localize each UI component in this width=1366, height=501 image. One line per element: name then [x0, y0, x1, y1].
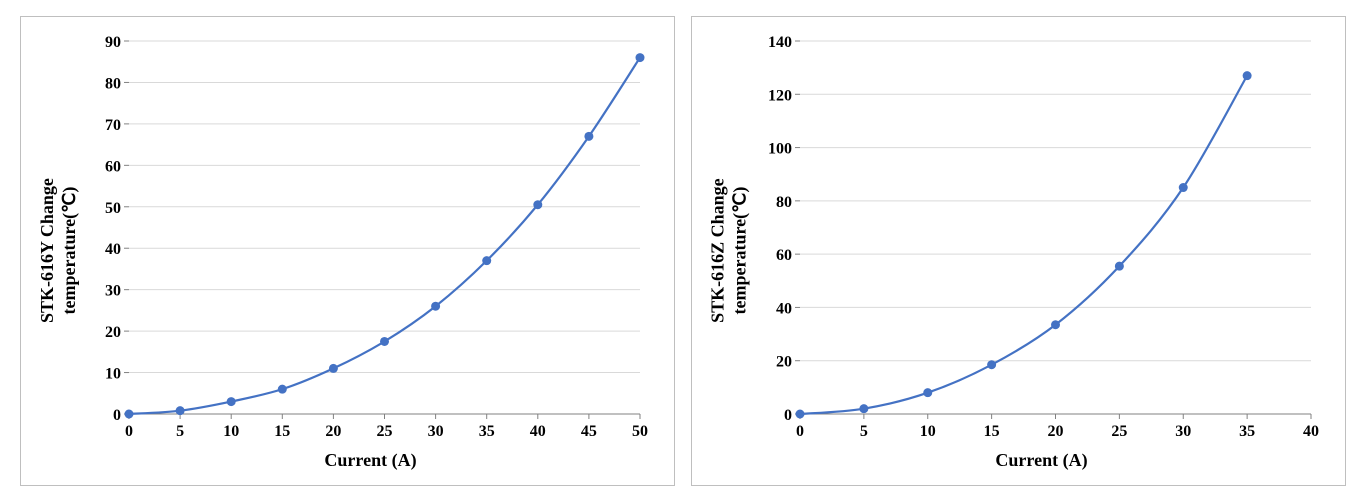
- y-tick-label: 100: [768, 140, 792, 157]
- ylabel-line1b: STK-616Z Change: [707, 178, 727, 323]
- x-tick-label: 20: [325, 423, 341, 440]
- x-tick-label: 20: [1048, 423, 1064, 440]
- x-tick-label: 0: [796, 423, 804, 440]
- series-marker: [987, 360, 996, 369]
- y-tick-label: 70: [105, 116, 121, 133]
- plot-col-left: 010203040506070809005101520253035404550 …: [85, 31, 656, 471]
- series-marker: [636, 53, 645, 62]
- y-tick-label: 80: [105, 75, 121, 92]
- y-axis-label-left: STK-616Y Change temperature(℃): [36, 178, 79, 323]
- x-tick-label: 30: [428, 423, 444, 440]
- plot-col-right: 0 20 40 60 80 100 120 140 0 5 10 15 20 25 30 35 40 Curre…: [756, 31, 1327, 471]
- x-tick-label: 5: [176, 423, 184, 440]
- x-tick-label: 0: [125, 423, 133, 440]
- ylabel-col-right: STK-616Z Change temperature(℃): [702, 31, 756, 471]
- series-line: [800, 75, 1247, 413]
- x-tick-label: 15: [984, 423, 1000, 440]
- series-marker: [380, 336, 389, 345]
- panel-inner-left: STK-616Y Change temperature(℃) 0 10 20 30 40…: [31, 31, 656, 471]
- x-tick-label: 50: [632, 423, 648, 440]
- series-marker: [1051, 320, 1060, 329]
- series-marker: [796, 409, 805, 418]
- x-axis-label-left: Current (A): [324, 450, 416, 470]
- x-tick-label: 40: [1303, 423, 1319, 440]
- y-tick-label: 0: [784, 407, 792, 424]
- x-tick-label: 35: [1239, 423, 1255, 440]
- plot-area-left: 0 10 20 30 40 50 60 70 80 90 0 5 10 15 20 25 30 35 40 45 50: [85, 31, 656, 444]
- y-tick-label: 30: [105, 282, 121, 299]
- series-marker: [533, 200, 542, 209]
- x-tick-label: 25: [1111, 423, 1127, 440]
- y-tick-label: 40: [105, 241, 121, 258]
- y-tick-label: 140: [768, 34, 792, 51]
- panel-inner-right: STK-616Z Change temperature(℃) 0 20 40 60 80…: [702, 31, 1327, 471]
- y-tick-label: 120: [768, 87, 792, 104]
- series-marker: [1243, 71, 1252, 80]
- series-marker: [125, 409, 134, 418]
- series-marker: [176, 406, 185, 415]
- x-tick-label: 40: [530, 423, 546, 440]
- ylabel-line2b: temperature(℃): [729, 187, 749, 315]
- xlabel-row-left: Current (A): [85, 444, 656, 471]
- series-line: [129, 57, 640, 413]
- ylabel-line1: STK-616Y Change: [36, 178, 56, 323]
- page: STK-616Y Change temperature(℃) 0 10 20 30 40…: [0, 0, 1366, 501]
- series-marker: [431, 301, 440, 310]
- series-marker: [329, 363, 338, 372]
- y-tick-label: 80: [776, 193, 792, 210]
- y-tick-label: 60: [776, 247, 792, 264]
- ylabel-col-left: STK-616Y Change temperature(℃): [31, 31, 85, 471]
- x-tick-label: 10: [920, 423, 936, 440]
- y-tick-label: 20: [105, 324, 121, 341]
- panel-right: STK-616Z Change temperature(℃) 0 20 40 60 80…: [691, 16, 1346, 486]
- x-tick-label: 25: [377, 423, 393, 440]
- y-tick-label: 60: [105, 158, 121, 175]
- chart_z-svg: 0 20 40 60 80 100 120 140 0 5 10 15 20 25 30 35 40: [756, 31, 1327, 444]
- ylabel-line2: temperature(℃): [58, 187, 78, 315]
- x-tick-label: 45: [581, 423, 597, 440]
- x-tick-label: 10: [223, 423, 239, 440]
- xlabel-row-right: Current (A): [756, 444, 1327, 471]
- y-tick-label: 20: [776, 353, 792, 370]
- series-marker: [923, 388, 932, 397]
- series-marker: [278, 384, 287, 393]
- x-axis-label-right: Current (A): [995, 450, 1087, 470]
- series-marker: [227, 397, 236, 406]
- y-tick-label: 10: [105, 365, 121, 382]
- y-tick-label: 40: [776, 300, 792, 317]
- y-axis-label-right: STK-616Z Change temperature(℃): [707, 178, 750, 323]
- y-tick-label: 90: [105, 34, 121, 51]
- series-marker: [1115, 261, 1124, 270]
- series-marker: [859, 404, 868, 413]
- series-marker: [482, 256, 491, 265]
- x-tick-label: 15: [274, 423, 290, 440]
- x-tick-label: 5: [860, 423, 868, 440]
- chart_y-svg: 0 10 20 30 40 50 60 70 80 90 0 5 10 15 20 25 30 35 40 45 50: [85, 31, 656, 444]
- y-tick-label: 50: [105, 199, 121, 216]
- y-tick-label: 0: [113, 407, 121, 424]
- plot-area-right: 0 20 40 60 80 100 120 140 0 5 10 15 20 25 30 35 40: [756, 31, 1327, 444]
- panel-left: STK-616Y Change temperature(℃) 0 10 20 30 40…: [20, 16, 675, 486]
- x-tick-label: 35: [479, 423, 495, 440]
- series-marker: [584, 131, 593, 140]
- x-tick-label: 30: [1175, 423, 1191, 440]
- series-marker: [1179, 183, 1188, 192]
